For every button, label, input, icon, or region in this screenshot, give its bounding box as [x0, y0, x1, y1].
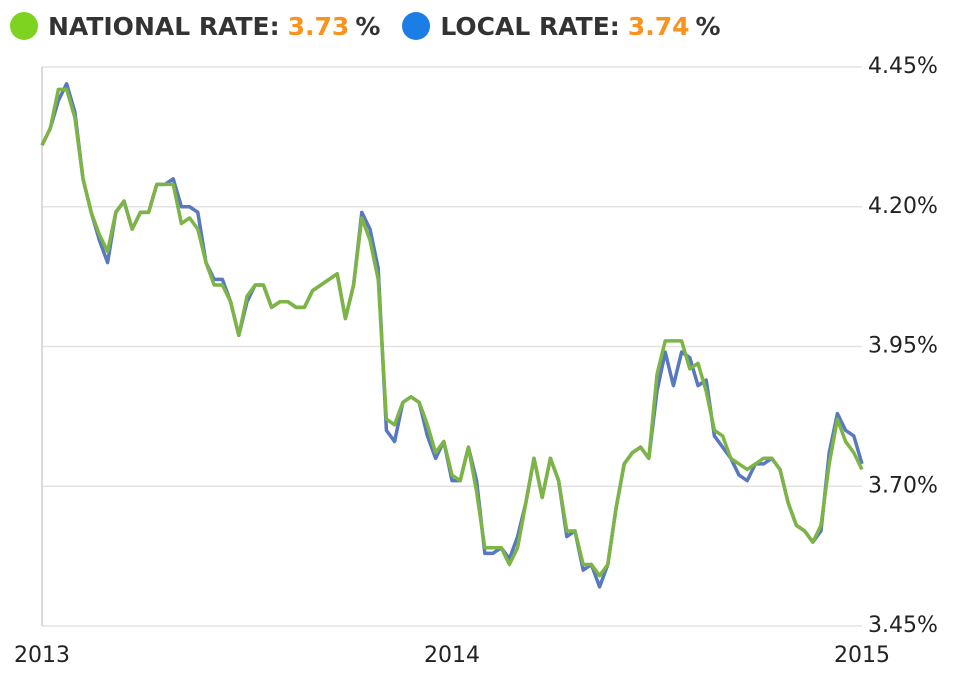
- x-tick-label: 2013: [14, 643, 70, 668]
- legend-item: LOCAL RATE: 3.74%: [402, 11, 721, 41]
- x-tick-label: 2014: [424, 643, 480, 668]
- current-unit: %: [355, 11, 381, 41]
- series-line: [40, 82, 864, 589]
- x-tick-label: 2015: [834, 643, 890, 668]
- y-tick-label: 4.20%: [868, 194, 938, 219]
- y-tick-label: 3.95%: [868, 334, 938, 359]
- series-line: [40, 87, 864, 578]
- y-tick-label: 3.70%: [868, 473, 938, 498]
- legend-label: LOCAL RATE:: [440, 11, 620, 41]
- legend-marker: [10, 12, 38, 40]
- legend-item: NATIONAL RATE: 3.73%: [10, 12, 380, 41]
- legend-label: NATIONAL RATE:: [48, 11, 280, 41]
- current-unit: %: [695, 11, 721, 41]
- current-value: 3.73: [287, 11, 350, 41]
- y-tick-label: 3.45%: [868, 613, 938, 638]
- current-value: 3.74: [627, 11, 690, 41]
- y-tick-label: 4.45%: [868, 54, 938, 79]
- legend: NATIONAL RATE: 3.73% LOCAL RATE: 3.74%: [10, 6, 743, 46]
- legend-marker: [402, 12, 431, 40]
